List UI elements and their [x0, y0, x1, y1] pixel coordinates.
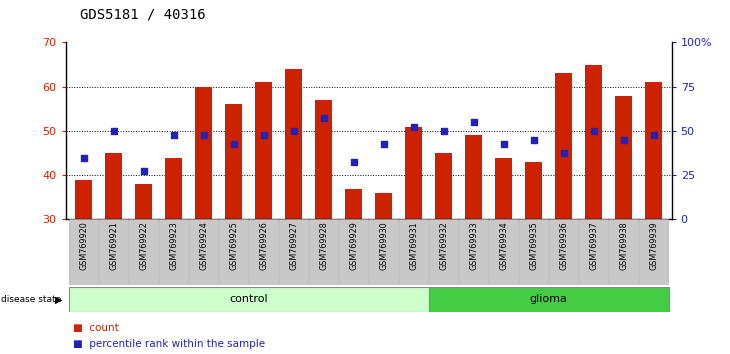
Point — [408, 124, 420, 129]
Bar — [310, 219, 338, 285]
Point — [168, 132, 180, 138]
Bar — [226, 104, 242, 219]
Bar — [519, 219, 548, 285]
Text: GSM769934: GSM769934 — [499, 222, 508, 270]
Bar — [369, 219, 398, 285]
Bar — [429, 287, 669, 312]
Text: disease state: disease state — [1, 295, 61, 304]
Point — [438, 128, 450, 134]
Bar — [166, 158, 182, 219]
Bar — [99, 219, 128, 285]
Point — [138, 168, 150, 173]
Bar — [405, 126, 422, 219]
Bar — [69, 287, 429, 312]
Bar — [399, 219, 428, 285]
Text: GSM769938: GSM769938 — [619, 222, 628, 270]
Bar — [466, 135, 482, 219]
Bar — [255, 82, 272, 219]
Bar — [315, 100, 332, 219]
Point — [318, 115, 329, 120]
Text: ■  percentile rank within the sample: ■ percentile rank within the sample — [73, 339, 265, 349]
Bar — [345, 188, 362, 219]
Point — [78, 155, 90, 160]
Bar — [69, 219, 98, 285]
Bar — [75, 179, 92, 219]
Bar — [196, 87, 212, 219]
Bar — [526, 162, 542, 219]
Text: GSM769931: GSM769931 — [409, 222, 418, 270]
Bar — [375, 193, 392, 219]
Bar — [610, 219, 638, 285]
Bar — [105, 153, 122, 219]
Text: GSM769926: GSM769926 — [259, 222, 268, 270]
Text: GSM769927: GSM769927 — [289, 222, 298, 270]
Point — [498, 141, 510, 147]
Point — [108, 128, 120, 134]
Point — [558, 150, 569, 156]
Point — [228, 141, 239, 147]
Text: GSM769939: GSM769939 — [649, 222, 658, 270]
Text: GSM769924: GSM769924 — [199, 222, 208, 270]
Point — [198, 132, 210, 138]
Bar — [136, 184, 152, 219]
Point — [648, 132, 659, 138]
Bar — [249, 219, 278, 285]
Text: GSM769922: GSM769922 — [139, 222, 148, 270]
Point — [347, 159, 359, 165]
Text: ▶: ▶ — [55, 295, 62, 304]
Text: GSM769928: GSM769928 — [319, 222, 328, 270]
Text: GSM769932: GSM769932 — [439, 222, 448, 270]
Bar — [579, 219, 608, 285]
Text: GSM769929: GSM769929 — [349, 222, 358, 270]
Bar — [489, 219, 518, 285]
Point — [288, 128, 299, 134]
Text: GSM769937: GSM769937 — [589, 222, 598, 270]
Point — [618, 137, 629, 143]
Bar — [189, 219, 218, 285]
Bar — [645, 82, 662, 219]
Point — [258, 132, 269, 138]
Text: GSM769923: GSM769923 — [169, 222, 178, 270]
Bar — [459, 219, 488, 285]
Text: control: control — [229, 295, 268, 304]
Text: GSM769920: GSM769920 — [79, 222, 88, 270]
Bar — [549, 219, 578, 285]
Text: glioma: glioma — [530, 295, 567, 304]
Bar — [339, 219, 368, 285]
Point — [378, 141, 390, 147]
Bar — [159, 219, 188, 285]
Text: ■  count: ■ count — [73, 323, 119, 333]
Point — [528, 137, 539, 143]
Bar — [435, 153, 452, 219]
Point — [588, 128, 599, 134]
Text: GDS5181 / 40316: GDS5181 / 40316 — [80, 7, 206, 21]
Bar — [556, 73, 572, 219]
Text: GSM769930: GSM769930 — [379, 222, 388, 270]
Text: GSM769935: GSM769935 — [529, 222, 538, 270]
Bar — [615, 96, 632, 219]
Text: GSM769933: GSM769933 — [469, 222, 478, 270]
Bar — [585, 64, 602, 219]
Bar — [639, 219, 668, 285]
Point — [468, 119, 480, 125]
Bar — [129, 219, 158, 285]
Bar — [429, 219, 458, 285]
Bar — [496, 158, 512, 219]
Text: GSM769925: GSM769925 — [229, 222, 238, 270]
Bar — [285, 69, 302, 219]
Text: GSM769936: GSM769936 — [559, 222, 568, 270]
Bar — [219, 219, 248, 285]
Bar — [280, 219, 308, 285]
Text: GSM769921: GSM769921 — [110, 222, 118, 270]
